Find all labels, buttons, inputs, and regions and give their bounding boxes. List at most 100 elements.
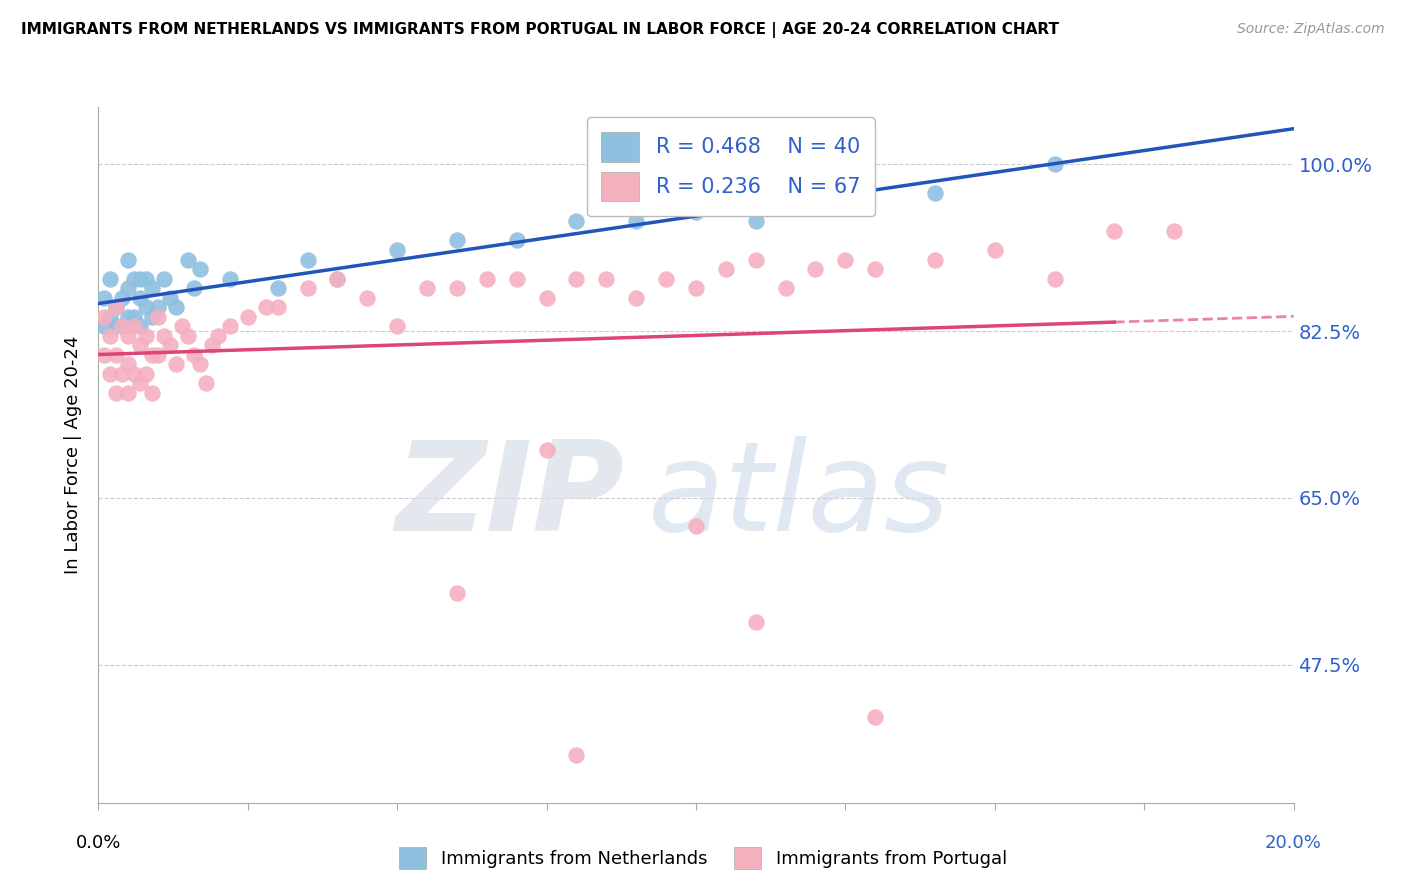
Text: atlas: atlas (648, 436, 950, 558)
Point (254, 300, 277, 314)
Point (111, 367, 134, 381)
Point (416, 281, 439, 295)
Point (135, 300, 157, 314)
Point (924, 186, 946, 200)
Point (475, 271, 498, 285)
Point (159, 291, 181, 305)
Point (446, 281, 468, 295)
Y-axis label: In Labor Force | Age 20-24: In Labor Force | Age 20-24 (63, 335, 82, 574)
Point (105, 300, 128, 314)
Point (105, 319, 128, 334)
Point (111, 319, 134, 334)
Point (129, 319, 152, 334)
Point (183, 348, 205, 362)
Point (356, 291, 378, 305)
Point (865, 710, 887, 724)
Point (129, 376, 152, 391)
Text: IMMIGRANTS FROM NETHERLANDS VS IMMIGRANTS FROM PORTUGAL IN LABOR FORCE | AGE 20-: IMMIGRANTS FROM NETHERLANDS VS IMMIGRANT… (21, 22, 1059, 38)
Point (236, 310, 259, 324)
Point (745, 214, 768, 228)
Point (105, 300, 128, 314)
Point (141, 348, 163, 362)
Point (385, 319, 409, 334)
Point (565, 271, 588, 285)
Point (117, 252, 139, 267)
Point (93, 348, 115, 362)
Point (506, 234, 529, 248)
Point (98, 367, 122, 381)
Point (446, 586, 468, 600)
Point (98, 310, 122, 324)
Point (536, 443, 558, 458)
Text: 0.0%: 0.0% (76, 834, 121, 852)
Point (326, 271, 349, 285)
Point (105, 386, 128, 401)
Point (326, 271, 349, 285)
Point (267, 281, 290, 295)
Point (714, 262, 737, 277)
Point (219, 319, 242, 334)
Point (565, 748, 588, 763)
Point (148, 300, 170, 314)
Point (207, 328, 229, 343)
Point (105, 348, 128, 362)
Point (98, 328, 122, 343)
Legend: R = 0.468    N = 40, R = 0.236    N = 67: R = 0.468 N = 40, R = 0.236 N = 67 (586, 118, 875, 216)
Point (141, 310, 163, 324)
Point (124, 319, 146, 334)
Point (267, 300, 290, 314)
Point (141, 386, 163, 401)
Point (865, 262, 887, 277)
Point (188, 262, 211, 277)
Point (129, 271, 152, 285)
Text: 20.0%: 20.0% (1265, 834, 1322, 852)
Point (565, 214, 588, 228)
Point (135, 271, 157, 285)
Point (124, 310, 146, 324)
Point (135, 367, 157, 381)
Point (93, 291, 115, 305)
Point (111, 319, 134, 334)
Point (655, 271, 678, 285)
Point (834, 252, 856, 267)
Point (98, 271, 122, 285)
Point (165, 300, 187, 314)
Point (685, 281, 707, 295)
Point (117, 328, 139, 343)
Point (446, 234, 468, 248)
Point (506, 271, 529, 285)
Point (135, 328, 157, 343)
Point (148, 348, 170, 362)
Point (297, 252, 319, 267)
Point (117, 357, 139, 371)
Point (983, 243, 1005, 257)
Point (172, 319, 194, 334)
Point (111, 291, 134, 305)
Point (159, 338, 181, 352)
Point (624, 214, 647, 228)
Point (124, 271, 146, 285)
Point (804, 262, 827, 277)
Point (124, 367, 146, 381)
Point (745, 252, 768, 267)
Point (775, 281, 797, 295)
Point (685, 519, 707, 533)
Text: ZIP: ZIP (395, 436, 624, 558)
Legend: Immigrants from Netherlands, Immigrants from Portugal: Immigrants from Netherlands, Immigrants … (394, 841, 1012, 874)
Point (924, 252, 946, 267)
Point (153, 271, 176, 285)
Point (177, 252, 200, 267)
Point (685, 205, 707, 219)
Point (1104, 224, 1126, 238)
Point (177, 328, 200, 343)
Point (595, 271, 617, 285)
Point (745, 615, 768, 629)
Point (1043, 157, 1066, 171)
Point (536, 291, 558, 305)
Point (194, 376, 218, 391)
Point (153, 328, 176, 343)
Text: Source: ZipAtlas.com: Source: ZipAtlas.com (1237, 22, 1385, 37)
Point (117, 310, 139, 324)
Point (129, 338, 152, 352)
Point (141, 281, 163, 295)
